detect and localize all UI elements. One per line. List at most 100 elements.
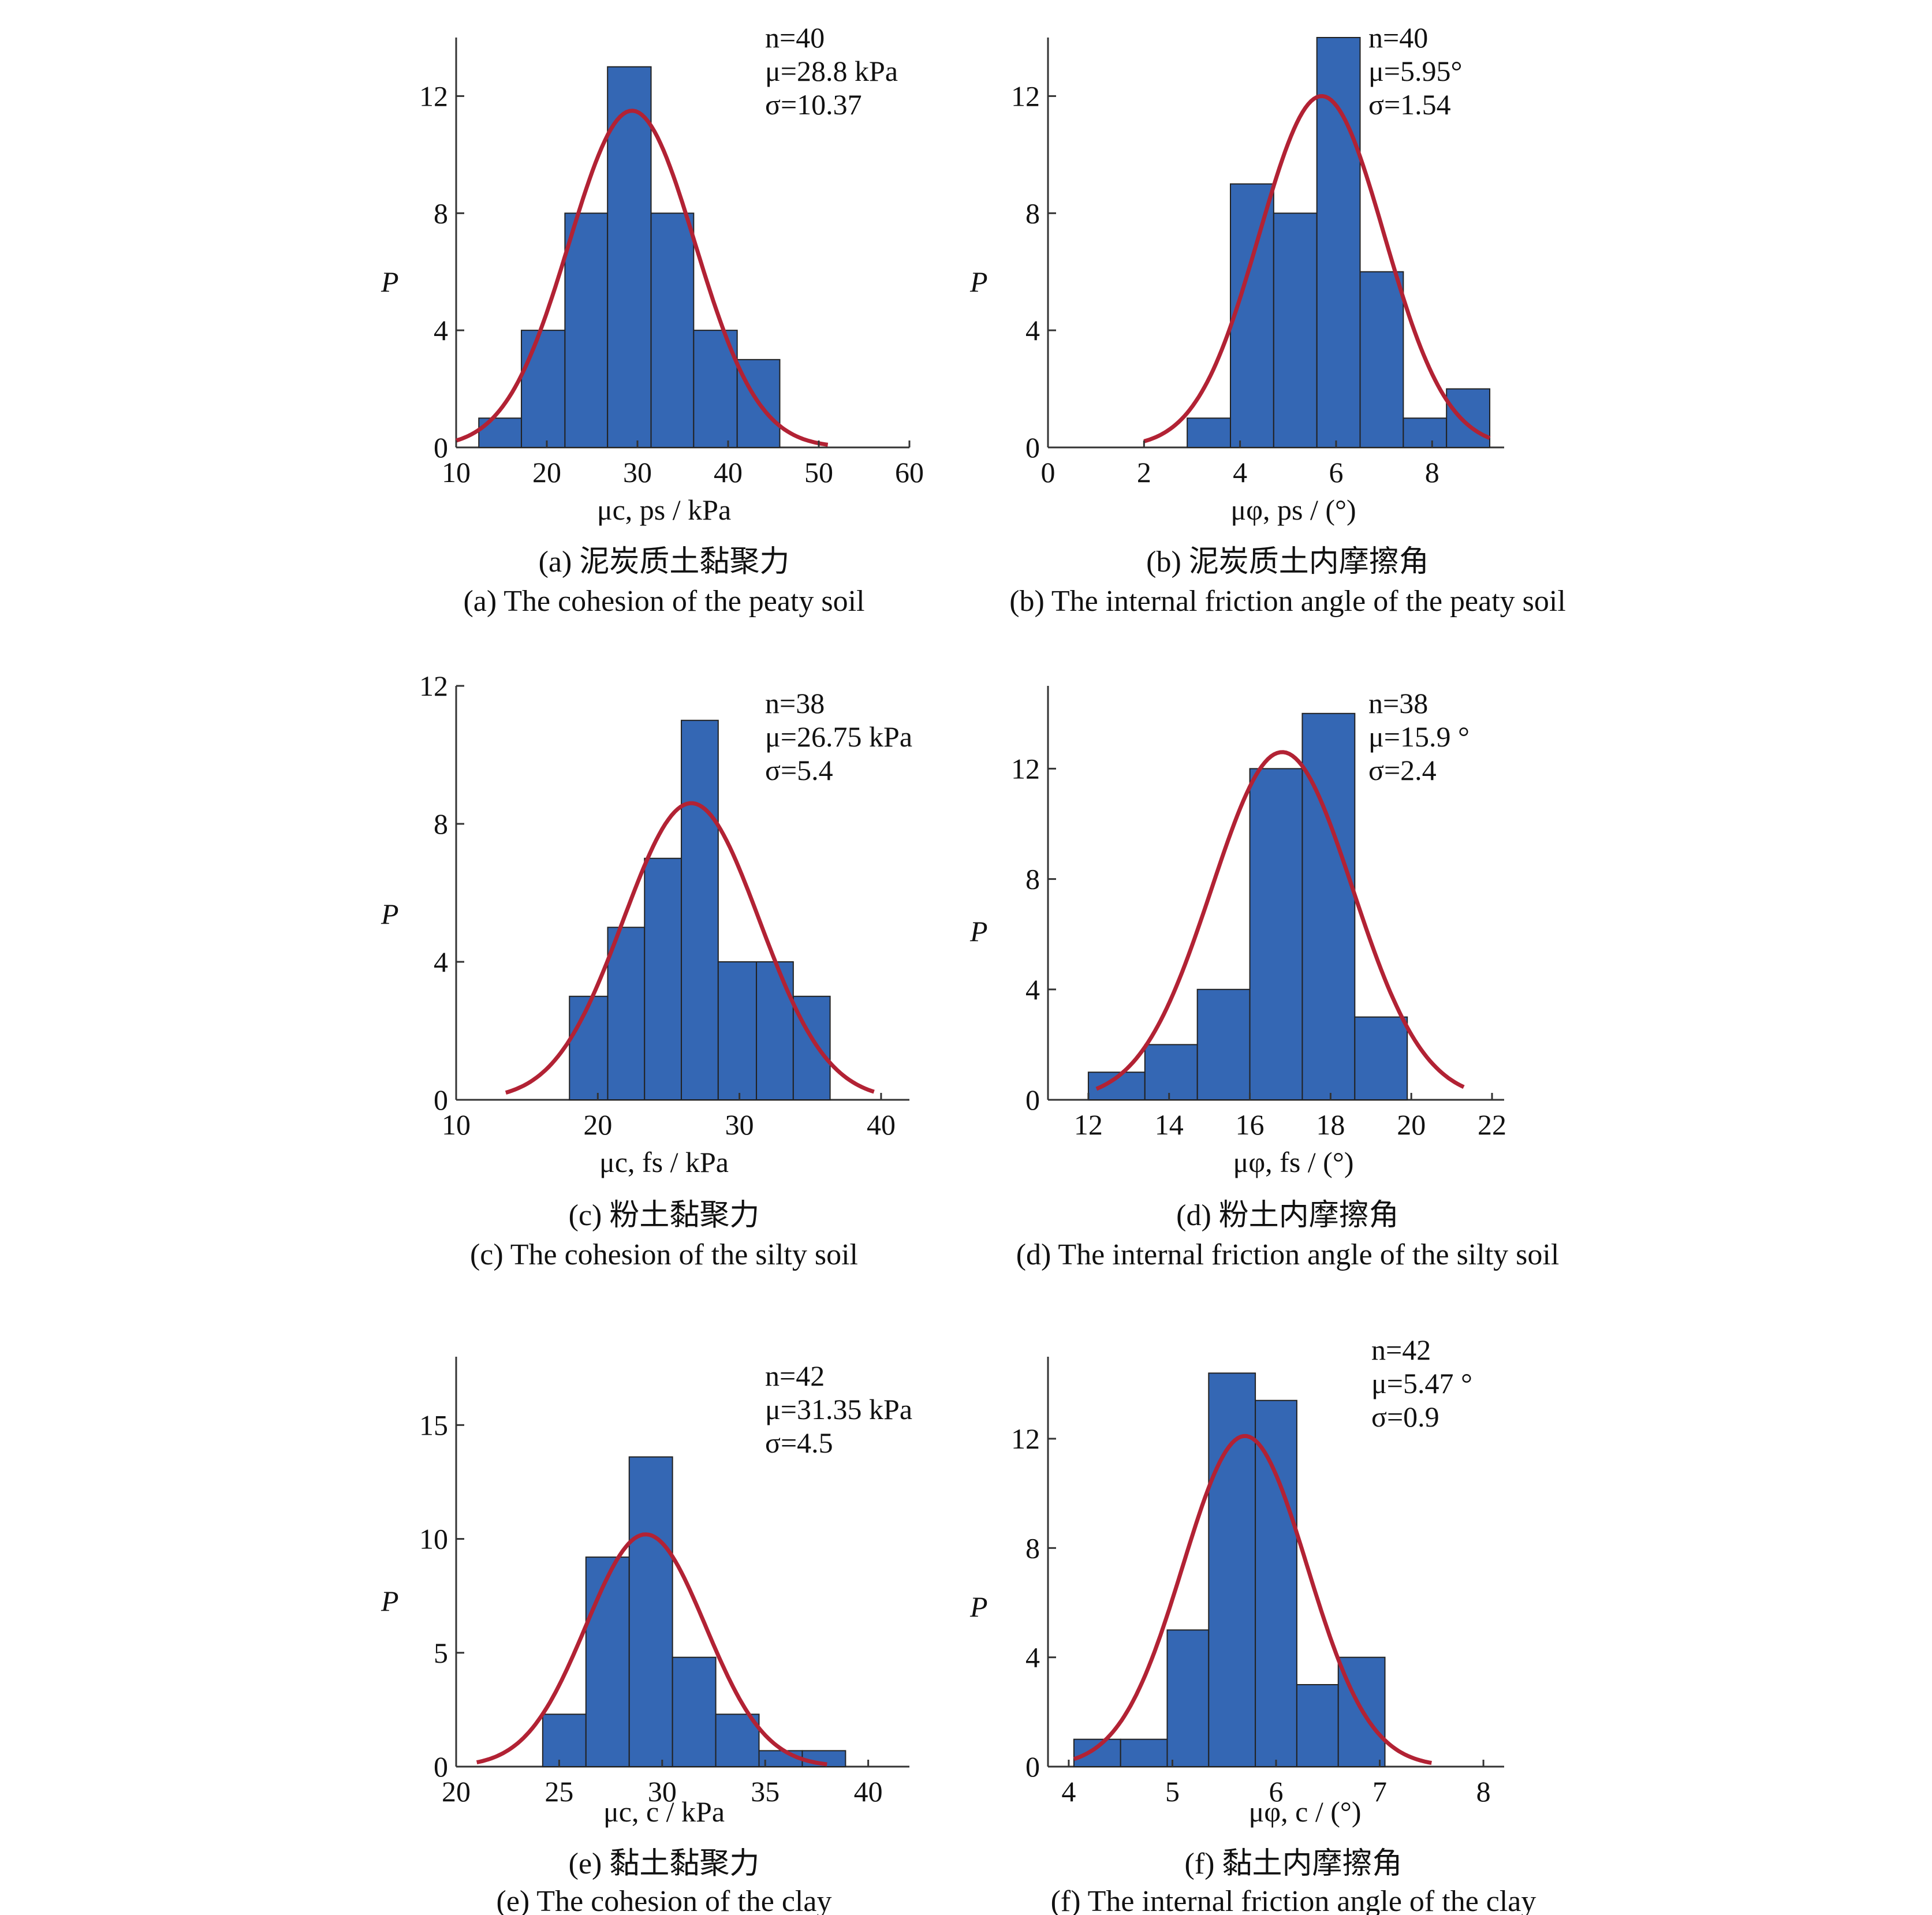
y-tick-label-d: 8 xyxy=(1025,863,1040,895)
x-axis-label-e: μc, c / kPa xyxy=(603,1795,725,1828)
x-axis-label-d: μφ, fs / (°) xyxy=(1233,1146,1354,1178)
y-axis-label-e: P xyxy=(381,1585,399,1617)
chart-a: 0 4 8 12 10 20 30 40 50 60 P n=40 μ=28.8 kPa σ=10… xyxy=(381,21,924,618)
y-tick-label-e: 15 xyxy=(419,1409,448,1441)
stat-sigma-d: σ=2.4 xyxy=(1368,754,1437,786)
histogram-bar-f xyxy=(1073,1738,1121,1768)
stat-n-a: n=40 xyxy=(765,21,825,54)
histogram-bar-c xyxy=(681,719,719,1100)
y-tick-label-c: 4 xyxy=(434,946,448,978)
histogram-bar-b xyxy=(1187,417,1232,448)
stat-sigma-b: σ=1.54 xyxy=(1368,88,1451,121)
histogram-bar-c xyxy=(644,857,682,1100)
y-tick-label-f: 0 xyxy=(1025,1750,1040,1783)
plot-area-d: 0 4 8 12 12 14 16 18 20 22 xyxy=(1011,686,1506,1141)
x-tick-label-a: 10 xyxy=(442,456,471,488)
normal-fit-curve-a xyxy=(455,109,829,447)
x-axis-label-c: μc, fs / kPa xyxy=(599,1146,729,1178)
caption-cn-b: (b) 泥炭质土内摩擦角 xyxy=(1146,546,1429,578)
histogram-bar-d xyxy=(1249,768,1303,1100)
stat-n-c: n=38 xyxy=(765,687,825,719)
histogram-bar-b xyxy=(1446,388,1491,448)
caption-cn-a: (a) 泥炭质土黏聚力 xyxy=(539,546,790,578)
y-tick-label-a: 8 xyxy=(434,197,448,229)
chart-e: 0 5 10 15 20 25 30 35 40 P n=42 μ=31.35 kPa σ=4.… xyxy=(381,1357,912,1915)
normal-fit-curve-b xyxy=(1143,94,1491,443)
histogram-bar-b xyxy=(1359,271,1404,448)
x-tick-label-c: 20 xyxy=(583,1108,612,1141)
y-tick-label-c: 0 xyxy=(434,1084,448,1116)
y-axis-label-f: P xyxy=(969,1591,988,1623)
histogram-bar-e xyxy=(715,1714,760,1768)
y-tick-label-f: 4 xyxy=(1025,1641,1040,1674)
histogram-bar-e xyxy=(585,1556,630,1767)
x-tick-label-a: 20 xyxy=(532,456,561,488)
y-tick-label-e: 10 xyxy=(419,1523,448,1555)
stat-n-b: n=40 xyxy=(1368,21,1428,54)
stat-mean-a: μ=28.8 kPa xyxy=(765,55,898,87)
histogram-bar-b xyxy=(1230,183,1274,448)
x-tick-label-c: 10 xyxy=(442,1108,471,1141)
caption-en-b: (b) The internal friction angle of the p… xyxy=(1009,585,1566,618)
y-tick-label-a: 0 xyxy=(434,431,448,464)
stat-sigma-f: σ=0.9 xyxy=(1371,1401,1439,1433)
x-tick-label-f: 6 xyxy=(1269,1775,1284,1808)
histogram-bar-b xyxy=(1403,417,1448,448)
x-tick-label-f: 8 xyxy=(1476,1775,1491,1808)
histogram-bar-c xyxy=(717,961,758,1100)
normal-fit-curve-c xyxy=(505,801,875,1095)
plot-area-a: 0 4 8 12 10 20 30 40 50 60 xyxy=(419,38,924,488)
x-axis-label-a: μc, ps / kPa xyxy=(597,494,731,526)
plot-area-c: 0 4 8 12 10 20 30 40 xyxy=(419,670,909,1141)
histogram-bar-c xyxy=(569,995,609,1100)
x-tick-label-c: 40 xyxy=(867,1108,896,1141)
stat-sigma-c: σ=5.4 xyxy=(765,754,833,786)
x-tick-label-e: 25 xyxy=(544,1775,573,1808)
histogram-bar-f xyxy=(1255,1399,1297,1768)
caption-en-a: (a) The cohesion of the peaty soil xyxy=(463,585,864,618)
y-axis-label-d: P xyxy=(969,915,988,947)
histogram-bar-e xyxy=(628,1456,673,1768)
x-tick-label-a: 30 xyxy=(623,456,652,488)
y-tick-label-a: 12 xyxy=(419,80,448,112)
y-tick-label-f: 12 xyxy=(1011,1423,1040,1455)
y-tick-label-f: 8 xyxy=(1025,1532,1040,1564)
y-tick-label-d: 0 xyxy=(1025,1084,1040,1116)
histogram-bar-a xyxy=(607,66,652,448)
histogram-bar-d xyxy=(1301,712,1356,1101)
y-tick-label-c: 12 xyxy=(419,670,448,702)
stat-mean-e: μ=31.35 kPa xyxy=(765,1393,912,1425)
histogram-bar-a xyxy=(650,212,695,448)
histogram-bar-e xyxy=(672,1656,717,1768)
x-tick-label-a: 40 xyxy=(714,456,743,488)
histogram-bar-d xyxy=(1354,1016,1408,1100)
stat-mean-c: μ=26.75 kPa xyxy=(765,721,912,753)
x-tick-label-e: 35 xyxy=(751,1775,779,1808)
stat-n-f: n=42 xyxy=(1371,1334,1431,1366)
stat-mean-f: μ=5.47 ° xyxy=(1371,1367,1472,1399)
histogram-bar-c xyxy=(756,961,794,1100)
y-tick-label-b: 12 xyxy=(1011,80,1040,112)
x-tick-label-a: 50 xyxy=(804,456,833,488)
caption-en-d: (d) The internal friction angle of the s… xyxy=(1016,1238,1560,1271)
stat-n-d: n=38 xyxy=(1368,687,1428,719)
x-tick-label-b: 6 xyxy=(1329,456,1343,488)
x-axis-label-b: μφ, ps / (°) xyxy=(1230,494,1356,526)
x-tick-label-d: 22 xyxy=(1478,1108,1506,1141)
plot-area-b: 0 4 8 12 0 2 4 6 8 xyxy=(1011,37,1504,488)
x-tick-label-a: 60 xyxy=(895,456,924,488)
caption-cn-d: (d) 粉土内摩擦角 xyxy=(1176,1199,1399,1232)
y-tick-label-e: 5 xyxy=(434,1637,448,1669)
caption-cn-c: (c) 粉土黏聚力 xyxy=(569,1199,760,1232)
caption-en-e: (e) The cohesion of the clay xyxy=(497,1885,832,1915)
x-tick-label-d: 16 xyxy=(1236,1108,1265,1141)
caption-en-c: (c) The cohesion of the silty soil xyxy=(470,1238,858,1271)
x-tick-label-b: 8 xyxy=(1425,456,1439,488)
caption-cn-e: (e) 黏土黏聚力 xyxy=(569,1847,760,1880)
histogram-bar-a xyxy=(564,212,609,448)
chart-b: 0 4 8 12 0 2 4 6 8 P n=40 μ=5.95° σ=1.54 μφ, ps … xyxy=(969,21,1566,618)
stat-n-e: n=42 xyxy=(765,1360,825,1392)
